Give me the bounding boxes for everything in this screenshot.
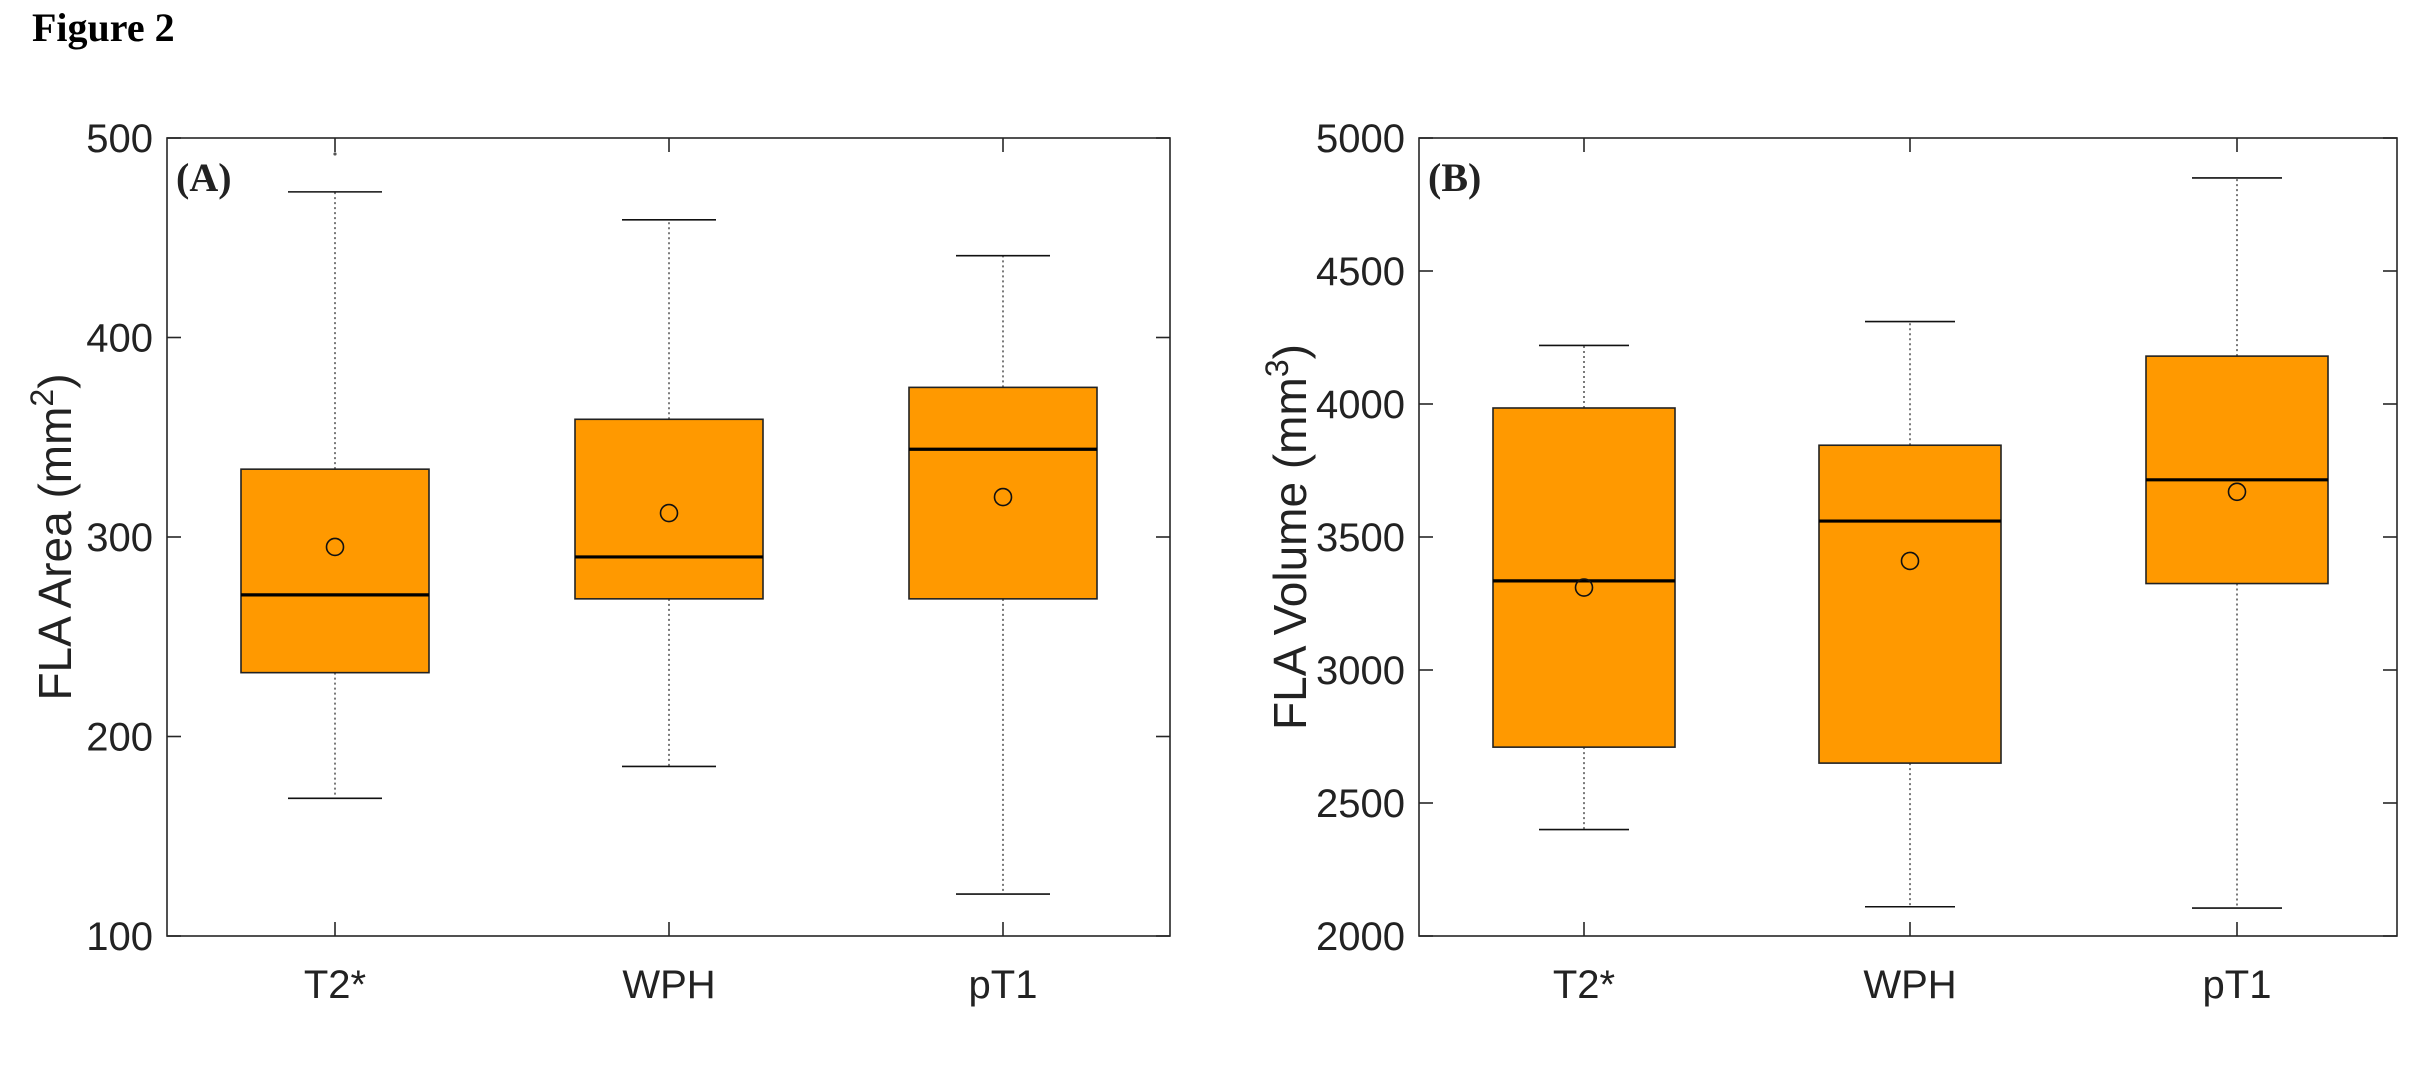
panel-b-mean-marker (1574, 578, 1594, 597)
panel-b-ytick-label: 2500 (1316, 782, 1405, 826)
panel-b-xtick-label: T2* (1553, 963, 1615, 1007)
panel-b-ylabel-close: ) (1264, 344, 1316, 359)
panel-a-mean-marker (993, 487, 1013, 507)
panel-a: 100 200 300 400 500 T2* WPH pT1 FLA Area (mm2) (A… (24, 117, 1171, 1007)
panel-b-ylabel-text: FLA Volume (mm (1264, 377, 1316, 730)
panel-a-box-0 (240, 152, 430, 800)
panel-a-panel-label: (A) (176, 155, 232, 200)
panel-a-ylabel-close: ) (29, 373, 81, 388)
panel-b-xtick-label: pT1 (2203, 963, 2272, 1007)
panel-a-box-2 (908, 254, 1098, 895)
panel-b-ytick-label: 2000 (1316, 915, 1405, 959)
panel-a-ylabel-text: FLA Area (mm (29, 407, 81, 701)
panel-a-ytick-label: 200 (86, 716, 153, 760)
panel-a-xtick-label: WPH (622, 963, 715, 1007)
panel-b-ytick-label: 4000 (1316, 383, 1405, 427)
panel-a-ylabel: FLA Area (mm2) (24, 373, 81, 700)
panel-b-ylabel-sup: 3 (1259, 359, 1295, 377)
panel-a-outlier-point (333, 152, 337, 156)
panel-b-ytick-label: 3000 (1316, 649, 1405, 693)
panel-b-ytick-label: 3500 (1316, 516, 1405, 560)
panel-a-ytick-label: 400 (86, 317, 153, 361)
panel-a-xtick-label: T2* (304, 963, 366, 1007)
panel-b-mean-marker (2227, 482, 2247, 502)
panel-a-box-iqr (240, 468, 430, 674)
panel-b-ylabel: FLA Volume (mm3) (1259, 344, 1316, 730)
panel-a-box-1 (574, 218, 764, 768)
panel-a-mean-marker (659, 503, 679, 523)
panel-b-box-iqr (2145, 355, 2329, 585)
panel-b-box-iqr (1818, 444, 2002, 764)
panel-a-box-iqr (574, 418, 764, 600)
panel-b-ytick-label: 5000 (1316, 117, 1405, 161)
panel-a-ytick-label: 300 (86, 516, 153, 560)
panel-a-ytick-label: 100 (86, 915, 153, 959)
panel-b-box-iqr (1492, 407, 1676, 748)
panel-b-ytick-label: 4500 (1316, 250, 1405, 294)
panel-a-ytick-label: 500 (86, 117, 153, 161)
figure-title: Figure 2 (32, 5, 175, 50)
panel-b-xtick-label: WPH (1863, 963, 1956, 1007)
panel-b-panel-label: (B) (1428, 155, 1481, 200)
panel-b-box-0 (1492, 344, 1676, 831)
panel-b-mean-marker (1900, 551, 1920, 571)
panel-a-box-iqr (908, 386, 1098, 600)
panel-b-box-2 (2145, 177, 2329, 909)
panel-a-ylabel-sup: 2 (24, 389, 60, 407)
panel-b: 2000 2500 3000 3500 4000 4500 5000 T2* WPH pT1 FLA… (1259, 117, 2398, 1007)
panel-b-box-1 (1818, 320, 2002, 908)
panel-a-xtick-label: pT1 (969, 963, 1038, 1007)
panel-a-mean-marker (325, 537, 345, 557)
